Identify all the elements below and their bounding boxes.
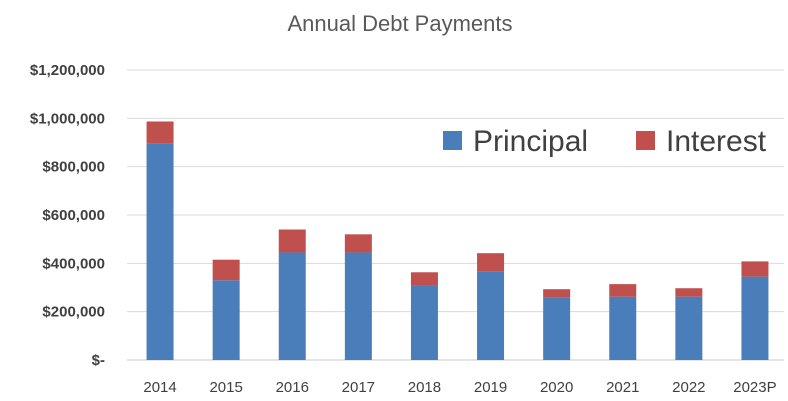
bar-interest-2020 [543, 289, 571, 298]
bar-interest-2017 [344, 234, 372, 253]
bar-interest-2019 [477, 253, 505, 272]
y-tick-label: $600,000 [42, 207, 105, 224]
x-tick-label: 2023P [733, 379, 776, 396]
y-tick-label: $- [92, 352, 105, 369]
bar-interest-2016 [278, 229, 306, 253]
bar-principal-2015 [212, 280, 240, 360]
bar-interest-2021 [609, 284, 637, 297]
bar-principal-2016 [278, 252, 306, 360]
x-tick-label: 2015 [209, 379, 242, 396]
bar-principal-2020 [543, 297, 571, 360]
bar-principal-2022 [675, 296, 703, 360]
x-tick-label: 2020 [540, 379, 573, 396]
legend-swatch-interest [636, 131, 655, 150]
x-tick-label: 2021 [606, 379, 639, 396]
bar-principal-2018 [410, 285, 438, 360]
x-tick-label: 2022 [672, 379, 705, 396]
bar-principal-2019 [477, 271, 505, 360]
legend: Principal Interest [443, 125, 767, 158]
x-tick-label: 2014 [143, 379, 176, 396]
y-axis: $- $200,000 $400,000 $600,000 $800,000 $1,000… [30, 62, 105, 369]
bar-interest-2015 [212, 259, 240, 281]
bar-principal-2017 [344, 252, 372, 360]
x-axis: 2014 2015 2016 2017 2018 2019 2020 2021 2022 2023… [143, 379, 776, 396]
y-tick-label: $1,000,000 [30, 110, 105, 127]
bar-interest-2018 [410, 272, 438, 286]
y-tick-label: $1,200,000 [30, 62, 105, 79]
bar-interest-2023p [741, 261, 769, 277]
bar-interest-2014 [146, 121, 174, 144]
x-tick-label: 2018 [408, 379, 441, 396]
legend-label-interest: Interest [666, 125, 767, 158]
chart-title: Annual Debt Payments [287, 11, 512, 36]
bar-principal-2021 [609, 296, 637, 360]
x-tick-label: 2017 [342, 379, 375, 396]
bar-interest-2022 [675, 288, 703, 297]
y-tick-label: $200,000 [42, 304, 105, 321]
bar-principal-2014 [146, 143, 174, 360]
y-tick-label: $800,000 [42, 159, 105, 176]
legend-swatch-principal [443, 131, 462, 150]
bars [146, 121, 769, 360]
bar-principal-2023p [741, 276, 769, 360]
legend-label-principal: Principal [473, 125, 588, 158]
x-tick-label: 2019 [474, 379, 507, 396]
x-tick-label: 2016 [276, 379, 309, 396]
y-tick-label: $400,000 [42, 255, 105, 272]
